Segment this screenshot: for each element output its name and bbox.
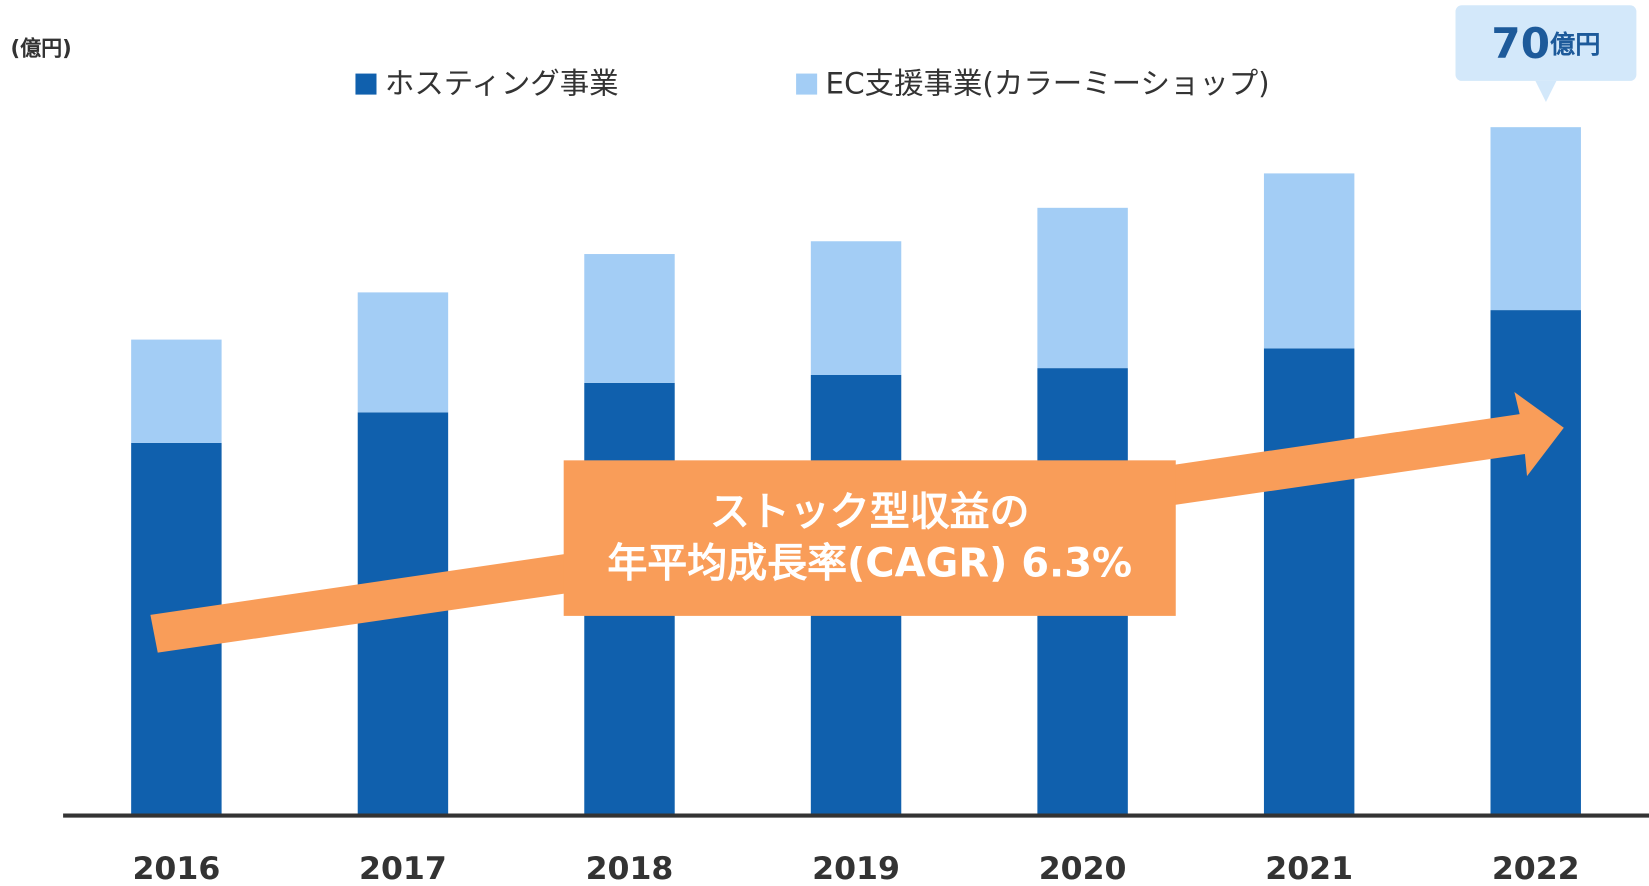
annotation-line: 年平均成長率(CAGR) 6.3% (607, 540, 1132, 586)
total-callout: 70億円 (1455, 5, 1637, 102)
bar-segment (584, 254, 675, 383)
bar-segment (357, 292, 449, 413)
bar-segment (1263, 348, 1355, 816)
callout-pointer (1535, 80, 1557, 102)
callout-box (1455, 5, 1637, 81)
bar-segment (810, 241, 902, 375)
x-tick-label: 2018 (586, 851, 674, 886)
legend-swatch (796, 73, 818, 95)
callout-value: 70 (1491, 19, 1550, 68)
x-tick-label: 2017 (359, 851, 447, 886)
annotation-line: ストック型収益の (710, 489, 1030, 535)
cagr-arrow: ストック型収益の 年平均成長率(CAGR) 6.3% (150, 392, 1564, 653)
x-tick-label: 2020 (1039, 851, 1127, 886)
y-unit-label: (億円) (11, 35, 72, 60)
bar-segment (1490, 310, 1581, 816)
bar-segment (1490, 127, 1581, 311)
x-tick-label: 2016 (132, 851, 220, 886)
x-tick-label: 2022 (1492, 851, 1580, 886)
legend-label: EC支援事業(カラーミーショップ) (826, 67, 1270, 101)
x-tick-label: 2021 (1265, 851, 1353, 886)
bar-segment (1037, 207, 1128, 369)
bar-segment (1263, 173, 1355, 349)
annotation-box (563, 460, 1176, 616)
x-tick-label: 2019 (812, 851, 900, 886)
bar-segment (131, 339, 222, 443)
callout-text: 70億円 (1491, 19, 1600, 68)
legend: ホスティング事業 EC支援事業(カラーミーショップ) (355, 67, 1270, 101)
legend-label: ホスティング事業 (385, 67, 619, 101)
legend-swatch (355, 73, 377, 95)
callout-unit: 億円 (1550, 30, 1600, 59)
